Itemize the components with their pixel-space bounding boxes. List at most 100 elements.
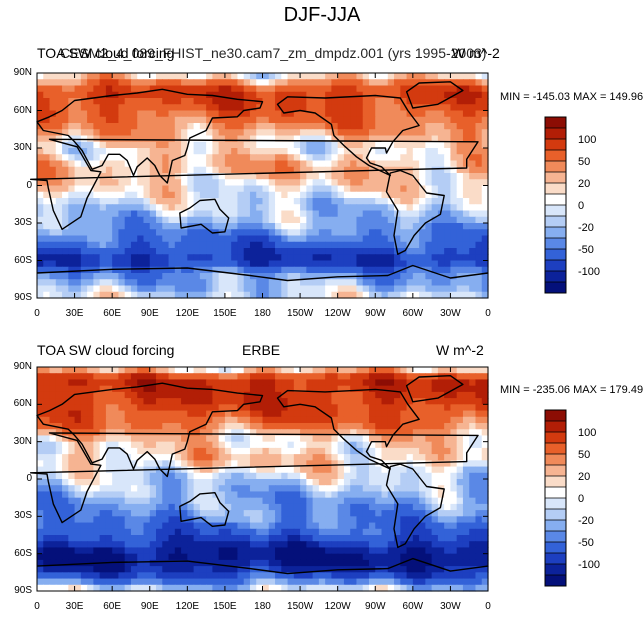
heatmap-cell [174,541,182,549]
heatmap-cell [456,154,464,162]
heatmap-cell [268,241,276,249]
heatmap-cell [93,423,101,430]
heatmap-cell [243,204,251,212]
heatmap-cell [99,291,107,299]
heatmap-cell [212,116,220,124]
heatmap-cell [450,454,458,461]
heatmap-cell [400,129,408,137]
heatmap-cell [287,173,295,180]
heatmap-cell [400,522,408,530]
heatmap-cell [331,98,339,105]
heatmap-cell [43,429,51,437]
heatmap-cell [469,154,477,162]
heatmap-cell [419,535,426,542]
heatmap-cell [174,479,182,486]
heatmap-cell [275,166,282,174]
heatmap-cell [306,516,314,524]
heatmap-cell [456,254,464,262]
heatmap-cell [187,559,195,567]
heatmap-cell [68,241,76,249]
heatmap-cell [124,541,132,549]
heatmap-cell [268,123,276,130]
heatmap-cell [143,485,151,493]
heatmap-cell [337,541,345,549]
heatmap-cell [149,79,157,87]
heatmap-cell [149,116,157,124]
heatmap-cell [456,116,464,124]
heatmap-cell [412,479,420,486]
heatmap-cell [287,266,295,274]
heatmap-cell [137,479,145,486]
heatmap-cell [243,429,251,437]
heatmap-cell [268,379,276,387]
heatmap-cell [368,535,376,542]
heatmap-cell [168,466,176,474]
heatmap-cell [237,229,245,237]
heatmap-cell [350,129,358,137]
heatmap-cell [306,553,314,561]
heatmap-cell [325,559,332,567]
heatmap-cell [43,491,51,499]
heatmap-cell [381,223,389,230]
heatmap-cell [287,373,295,381]
heatmap-cell [212,510,220,517]
heatmap-cell [475,248,483,255]
heatmap-cell [193,104,201,112]
heatmap-cell [368,367,376,374]
heatmap-cell [406,410,414,418]
heatmap-cell [331,73,339,80]
heatmap-cell [456,260,464,268]
heatmap-cell [262,435,270,443]
heatmap-cell [268,73,276,80]
heatmap-cell [306,410,314,418]
heatmap-cell [431,447,439,455]
heatmap-cell [275,154,282,162]
colorbar-swatch [545,150,566,162]
heatmap-cell [481,179,489,187]
heatmap-cell [249,385,257,393]
heatmap-cell [193,535,201,542]
heatmap-cell [224,241,232,249]
heatmap-cell [475,528,483,536]
heatmap-cell [481,391,489,399]
heatmap-cell [130,367,138,374]
heatmap-cell [181,266,188,274]
heatmap-cell [368,497,376,505]
heatmap-cell [268,98,276,105]
heatmap-cell [262,466,270,474]
heatmap-cell [431,429,439,437]
heatmap-cell [156,379,163,387]
heatmap-cell [105,235,113,243]
heatmap-cell [87,391,94,399]
heatmap-cell [412,129,420,137]
heatmap-cell [68,198,76,205]
heatmap-cell [80,516,88,524]
heatmap-cell [181,166,188,174]
heatmap-cell [149,198,157,205]
heatmap-cell [249,510,257,517]
heatmap-cell [237,429,245,437]
heatmap-cell [124,503,132,511]
heatmap-cell [262,166,270,174]
heatmap-cell [268,104,276,112]
heatmap-cell [306,379,314,387]
heatmap-cell [350,541,358,549]
heatmap-cell [431,404,439,412]
heatmap-cell [93,553,101,561]
heatmap-cell [112,491,120,499]
heatmap-cell [249,516,257,524]
heatmap-cell [130,254,138,262]
heatmap-cell [368,279,376,287]
heatmap-cell [325,535,332,542]
heatmap-cell [237,260,245,268]
heatmap-cell [293,273,301,280]
heatmap-cell [105,191,113,199]
heatmap-cell [437,391,445,399]
heatmap-cell [112,185,120,193]
heatmap-cell [469,398,477,405]
heatmap-cell [224,179,232,187]
heatmap-cell [99,367,107,374]
heatmap-cell [143,248,151,255]
heatmap-cell [118,373,126,381]
heatmap-cell [293,541,301,549]
